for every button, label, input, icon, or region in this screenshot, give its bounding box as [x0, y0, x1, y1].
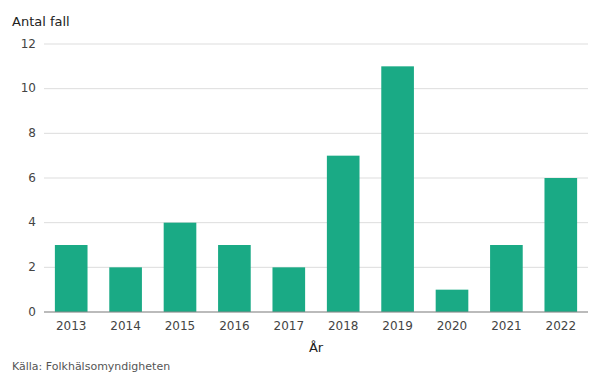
- y-tick-label: 8: [28, 126, 36, 140]
- bar: [55, 245, 88, 312]
- x-axis-line: [44, 312, 588, 313]
- x-tick-label: 2013: [56, 319, 87, 333]
- x-tick-label: 2019: [382, 319, 413, 333]
- bar: [109, 267, 142, 312]
- x-axis: 2013 2014 2015 2016 2017 2018 2019 2020 2021 2022: [44, 312, 588, 333]
- grid-line: [44, 312, 588, 313]
- y-tick-label: 12: [21, 37, 36, 51]
- y-tick-label: 10: [21, 81, 36, 95]
- y-tick-label: 6: [28, 171, 36, 185]
- y-tick-label: 2: [28, 260, 36, 274]
- bar: [218, 245, 251, 312]
- y-tick-label: 0: [28, 305, 36, 319]
- x-tick-label: 2017: [274, 319, 305, 333]
- grid-line: [44, 88, 588, 89]
- bar: [381, 66, 414, 312]
- x-tick-label: 2014: [110, 319, 141, 333]
- x-axis-label: År: [309, 340, 324, 355]
- y-axis: 0 2 4 6 8 10 12: [21, 37, 588, 319]
- source-annotation: Källa: Folkhälsomyndigheten: [12, 360, 170, 373]
- chart-container: 0 2 4 6 8 10 12 2013 2014 2015 2016 2017 2018 2019 202…: [0, 0, 606, 378]
- bar: [490, 245, 523, 312]
- grid-line: [44, 133, 588, 134]
- x-tick-label: 2021: [491, 319, 522, 333]
- x-tick-label: 2022: [546, 319, 577, 333]
- bar: [327, 156, 360, 312]
- bars: [55, 66, 577, 312]
- y-axis-label: Antal fall: [12, 14, 70, 29]
- bar: [272, 267, 305, 312]
- x-tick-label: 2018: [328, 319, 359, 333]
- bar: [436, 290, 469, 312]
- grid-line: [44, 178, 588, 179]
- chart-svg: 0 2 4 6 8 10 12 2013 2014 2015 2016 2017 2018 2019 202…: [0, 0, 606, 378]
- x-tick-label: 2015: [165, 319, 196, 333]
- grid-line: [44, 222, 588, 223]
- bar: [544, 178, 577, 312]
- y-tick-label: 4: [28, 215, 36, 229]
- bar: [164, 223, 197, 312]
- x-tick-label: 2016: [219, 319, 250, 333]
- grid-line: [44, 44, 588, 45]
- x-tick-label: 2020: [437, 319, 468, 333]
